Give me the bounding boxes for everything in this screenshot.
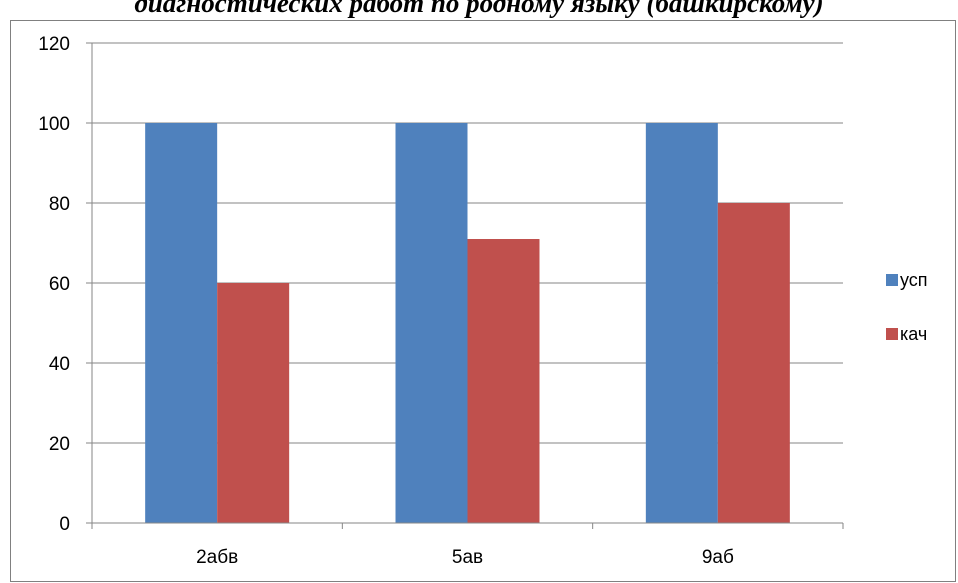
x-tick-label: 5ав — [452, 547, 483, 568]
legend-swatch-усп — [886, 274, 898, 286]
bars — [145, 123, 790, 523]
y-tick-label: 60 — [49, 274, 70, 295]
x-tick-label: 9аб — [702, 547, 734, 568]
chart-title: диагностических работ по родному языку (… — [134, 0, 824, 18]
bar-кач-5ав — [467, 239, 540, 523]
axes — [86, 42, 844, 529]
legend-label-усп: усп — [900, 270, 928, 290]
x-axis-tick-labels: 2абв 5ав 9аб — [196, 547, 734, 568]
y-tick-label: 100 — [38, 114, 70, 135]
legend-swatch-кач — [886, 328, 898, 340]
bar-усп-2абв — [145, 123, 218, 523]
y-tick-label: 120 — [38, 34, 70, 55]
chart-frame — [10, 20, 956, 582]
y-tick-label: 0 — [59, 514, 70, 535]
x-tick-label: 2абв — [196, 547, 238, 568]
y-tick-label: 20 — [49, 434, 70, 455]
y-axis-tick-labels: 0 20 40 60 80 100 120 — [38, 34, 70, 535]
bar-усп-9аб — [645, 123, 718, 523]
bar-кач-2абв — [217, 283, 290, 523]
legend: усп кач — [886, 270, 928, 344]
y-tick-label: 40 — [49, 354, 70, 375]
bar-кач-9аб — [717, 203, 790, 523]
y-tick-label: 80 — [49, 194, 70, 215]
bar-усп-5ав — [395, 123, 468, 523]
legend-label-кач: кач — [900, 324, 927, 344]
